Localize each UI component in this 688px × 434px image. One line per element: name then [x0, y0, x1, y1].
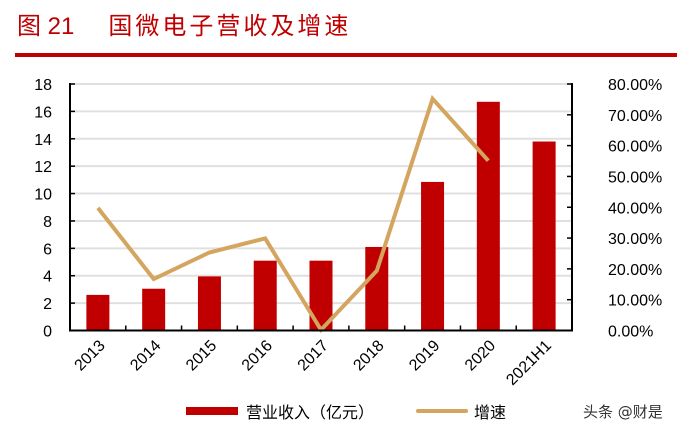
- left-axis-tick-label: 12: [34, 159, 52, 176]
- x-axis-tick-label: 2017: [295, 337, 332, 374]
- right-axis-tick-label: 40.00%: [608, 200, 662, 217]
- right-axis-tick-label: 20.00%: [608, 262, 662, 279]
- bar: [476, 101, 500, 331]
- right-axis-tick-label: 60.00%: [608, 139, 662, 156]
- left-axis-tick-label: 18: [34, 77, 52, 94]
- right-axis-tick-label: 70.00%: [608, 108, 662, 125]
- x-axis-tick-label: 2020: [462, 337, 499, 374]
- left-axis-tick-label: 10: [34, 187, 52, 204]
- x-axis-tick-label: 2014: [127, 337, 164, 374]
- right-axis-tick-label: 0.00%: [608, 324, 653, 341]
- x-axis-tick-label: 2013: [72, 337, 109, 374]
- bar: [253, 260, 277, 331]
- bar: [365, 246, 389, 331]
- watermark: 头条 @财是: [583, 403, 663, 421]
- axes: [69, 83, 573, 332]
- bar: [197, 276, 221, 331]
- left-axis-tick-label: 16: [34, 104, 52, 121]
- left-axis-tick-label: 0: [43, 324, 52, 341]
- x-axis-tick-label: 2019: [406, 337, 443, 374]
- legend-line-label: 增速: [474, 403, 507, 422]
- x-axis-tick-label: 2018: [350, 337, 387, 374]
- x-axis-tick-label: 2015: [183, 337, 220, 374]
- right-axis-labels: 0.00% 10.00% 20.00% 30.00% 40.00% 50.00% 60.00…: [608, 77, 662, 341]
- left-axis-tick-label: 2: [43, 296, 52, 313]
- x-axis-tick-label: 2016: [239, 337, 276, 374]
- right-axis-tick-label: 10.00%: [608, 293, 662, 310]
- legend-line-swatch: [416, 409, 469, 413]
- x-axis-tick-label: 2021H1: [503, 337, 555, 389]
- left-axis-tick-label: 6: [43, 241, 52, 258]
- right-axis-tick-label: 50.00%: [608, 169, 662, 186]
- title-rule: [15, 53, 677, 57]
- growth-line: [96, 94, 490, 334]
- figure-title-text: 国微电子营收及增速: [108, 12, 352, 40]
- figure-label: 图 21: [17, 13, 75, 40]
- line-series: [96, 94, 490, 334]
- bar: [142, 288, 166, 331]
- right-axis-tick-label: 80.00%: [608, 77, 662, 94]
- bar: [86, 294, 110, 331]
- left-axis-labels: 0 2 4 6 8 10 12 14 16 18: [34, 77, 52, 341]
- legend: 营业收入（亿元） 增速: [186, 400, 506, 422]
- left-axis-tick-label: 8: [43, 214, 52, 231]
- bar-series: [86, 101, 556, 331]
- bar: [532, 141, 556, 331]
- bar: [309, 260, 333, 331]
- legend-bar-swatch: [186, 407, 238, 415]
- left-axis-tick-label: 4: [43, 269, 52, 286]
- x-axis-labels: 2013 2014 2015 2016 2017 2018 2019 2020 2021H1: [72, 337, 555, 389]
- legend-bar-label: 营业收入（亿元）: [246, 403, 375, 422]
- left-axis-tick-label: 14: [34, 132, 52, 149]
- right-axis-tick-label: 30.00%: [608, 231, 662, 248]
- figure-title: 图 21 国微电子营收及增速: [17, 6, 351, 41]
- bar: [421, 181, 445, 331]
